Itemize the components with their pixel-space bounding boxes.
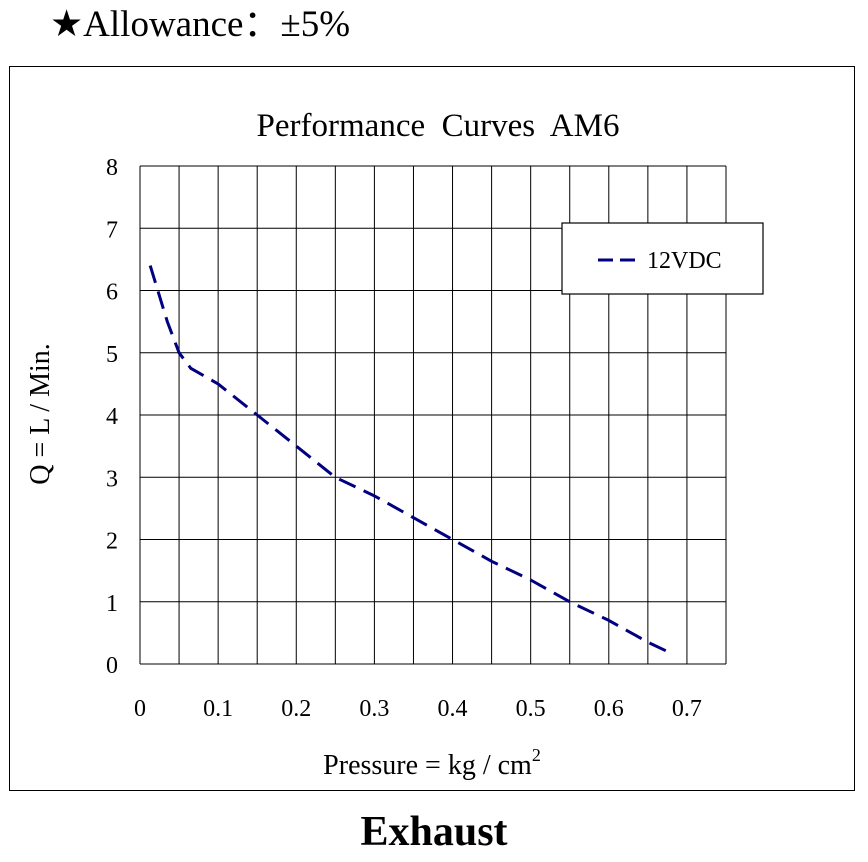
- allowance-note: ★Allowance：±5%: [50, 4, 351, 45]
- x-axis-label: Pressure = kg / cm2: [323, 745, 541, 781]
- legend-label: 12VDC: [647, 248, 722, 274]
- series-line-12vdc: [148, 265, 669, 653]
- x-tick-label: 0.6: [594, 696, 624, 722]
- x-tick-label: 0: [134, 696, 146, 722]
- y-tick-label: 5: [106, 342, 118, 368]
- y-tick-label: 7: [106, 217, 118, 243]
- chart-title: Performance Curves AM6: [257, 108, 620, 144]
- y-tick-label: 3: [106, 466, 118, 492]
- legend: 12VDC: [561, 222, 764, 295]
- x-tick-label: 0.1: [203, 696, 233, 722]
- y-tick-label: 2: [106, 529, 118, 555]
- y-tick-label: 6: [106, 280, 118, 306]
- x-tick-label: 0.2: [281, 696, 311, 722]
- chart-frame: [9, 66, 855, 791]
- y-tick-label: 1: [106, 591, 118, 617]
- x-tick-label: 0.5: [516, 696, 546, 722]
- x-axis-label-superscript: 2: [532, 745, 541, 765]
- legend-box: [561, 222, 764, 295]
- y-axis-label: Q = L / Min.: [25, 343, 56, 485]
- x-tick-label: 0.7: [672, 696, 702, 722]
- tick-labels: 0 1 2 3 4 5 6 7 8 0 0.1 0.2 0.3 0.4 0.5 0.6 0.7: [106, 155, 702, 722]
- x-tick-label: 0.4: [438, 696, 468, 722]
- exhaust-label: Exhaust: [360, 809, 508, 855]
- x-tick-label: 0.3: [359, 696, 389, 722]
- series-layer: [148, 265, 669, 653]
- y-tick-label: 0: [106, 653, 118, 679]
- y-tick-label: 4: [106, 404, 118, 430]
- y-tick-label: 8: [106, 155, 118, 181]
